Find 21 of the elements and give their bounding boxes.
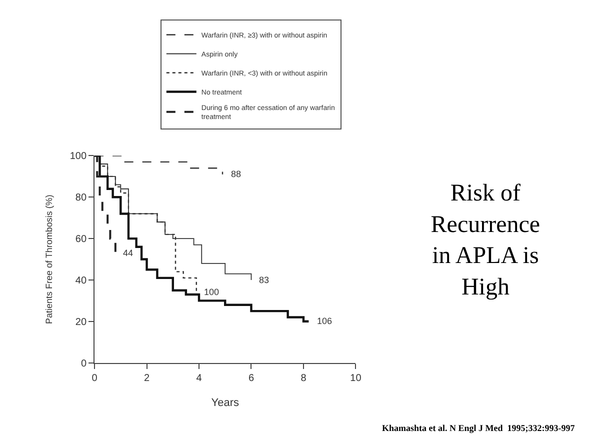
y-tick-label: 40 (75, 275, 87, 286)
y-tick-label: 20 (75, 316, 87, 328)
x-tick-label: 4 (196, 372, 202, 384)
y-tick-label: 100 (70, 151, 87, 162)
annotation: 106 (317, 316, 332, 326)
annotation: 44 (123, 248, 134, 258)
y-tick-label: 80 (75, 192, 87, 204)
x-tick-label: 0 (92, 372, 98, 384)
x-tick-label: 2 (144, 372, 150, 384)
y-tick-label: 0 (80, 358, 87, 370)
x-axis-title: Years (211, 397, 240, 410)
annotation: 88 (231, 169, 242, 179)
annotation: 83 (259, 275, 270, 285)
x-tick-label: 8 (300, 372, 307, 384)
x-tick-label: 10 (350, 372, 362, 384)
annotation: 100 (204, 287, 220, 297)
y-axis-title: Patients Free of Thrombosis (%) (44, 194, 54, 324)
x-tick-label: 6 (248, 372, 254, 384)
y-tick-label: 60 (75, 234, 87, 246)
text: Khamashta et al. N Engl J Med 1995;332:993-997 (382, 423, 576, 433)
text: Risk of Recurrence in APLA is High (430, 180, 540, 300)
